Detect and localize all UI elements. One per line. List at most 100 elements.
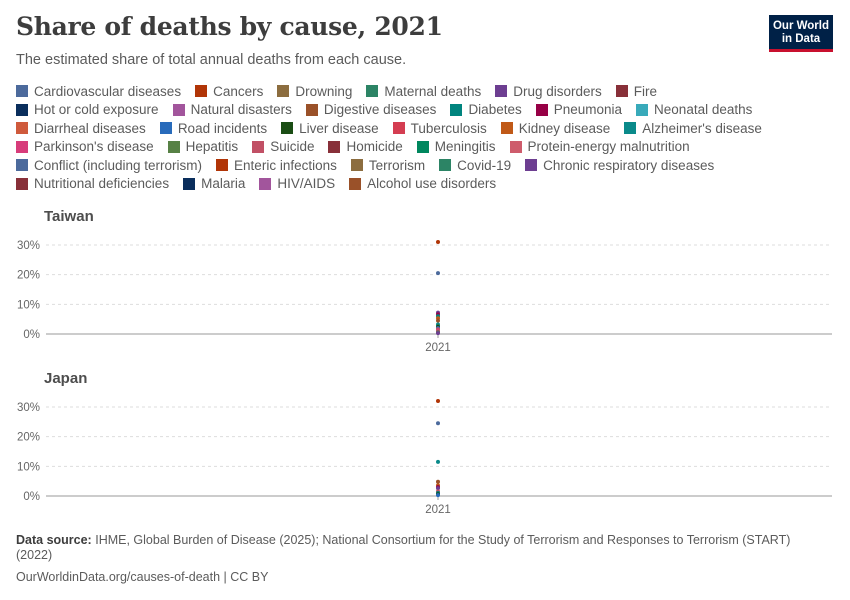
footer-url[interactable]: OurWorldinData.org/causes-of-death | CC … — [16, 570, 269, 584]
legend-label: Conflict (including terrorism) — [34, 157, 203, 173]
legend-label: Suicide — [270, 139, 315, 155]
y-tick-label: 30% — [17, 402, 40, 414]
owid-logo[interactable]: Our World in Data — [769, 15, 833, 52]
legend-item[interactable]: Chronic respiratory diseases — [525, 158, 714, 173]
legend-item[interactable]: Covid-19 — [439, 158, 511, 173]
legend-swatch — [167, 140, 180, 153]
legend-swatch — [439, 159, 452, 172]
legend-label: Homicide — [346, 139, 403, 155]
legend-item[interactable]: Alcohol use disorders — [349, 176, 496, 191]
legend-item[interactable]: Alzheimer's disease — [624, 121, 762, 136]
legend-label: Road incidents — [177, 120, 268, 136]
legend-item[interactable]: Terrorism — [350, 157, 426, 173]
legend-item[interactable]: Tuberculosis — [392, 121, 487, 136]
legend-item[interactable]: Conflict (including terrorism) — [16, 158, 202, 173]
legend-label: Liver disease — [299, 120, 379, 136]
legend-label: Drug disorders — [513, 83, 602, 99]
legend-swatch — [349, 177, 362, 190]
legend-swatch — [636, 103, 649, 116]
legend-row: Hot or cold exposure Natural disasters Dig… — [16, 101, 816, 120]
legend-item[interactable]: Hepatitis — [167, 139, 239, 155]
source-text[interactable]: IHME, Global Burden of Disease (2025); N… — [16, 533, 791, 562]
legend-item[interactable]: Suicide — [252, 139, 314, 154]
legend-item[interactable]: Enteric infections — [216, 158, 337, 173]
legend-label: Terrorism — [368, 157, 426, 173]
legend-label: Neonatal deaths — [654, 102, 753, 118]
legend-item[interactable]: Cardiovascular diseases — [16, 84, 181, 99]
y-tick-label: 20% — [17, 270, 40, 282]
legend-swatch — [195, 85, 208, 98]
legend-label: Diabetes — [468, 102, 522, 118]
legend-item[interactable]: Diarrheal diseases — [16, 121, 146, 136]
legend-item[interactable]: Drug disorders — [495, 84, 602, 99]
legend-swatch — [16, 85, 28, 98]
legend-item[interactable]: Pneumonia — [535, 102, 622, 117]
legend-item[interactable]: Malaria — [183, 176, 245, 191]
legend-item[interactable]: Parkinson's disease — [16, 139, 154, 154]
data-point: Drug disorders — [436, 331, 440, 336]
panel-title: Japan — [44, 370, 87, 387]
y-tick-label: 30% — [17, 240, 40, 252]
legend-item[interactable]: Maternal deaths — [366, 84, 481, 99]
legend-swatch — [281, 122, 294, 135]
legend-item[interactable]: Kidney disease — [500, 121, 610, 136]
legend-swatch — [615, 85, 628, 98]
legend-label: Malaria — [201, 176, 246, 192]
legend-swatch — [525, 159, 538, 172]
legend-item[interactable]: Neonatal deaths — [636, 102, 752, 117]
legend-swatch — [366, 85, 379, 98]
legend-item[interactable]: Natural disasters — [172, 102, 292, 118]
chart-area: Taiwan 0% 10% 20% 30% 2021 Cancers Cardiovascul… — [17, 208, 832, 516]
legend-item[interactable]: Road incidents — [159, 120, 268, 136]
legend-label: Maternal deaths — [384, 83, 482, 99]
legend: Cardiovascular diseases Cancers Drowning Ma… — [16, 82, 816, 193]
legend-label: Natural disasters — [190, 102, 292, 118]
x-tick-label: 2021 — [425, 504, 451, 516]
legend-item[interactable]: Cancers — [195, 84, 263, 99]
y-tick-label: 0% — [23, 491, 40, 503]
legend-label: Nutritional deficiencies — [34, 176, 170, 192]
legend-label: Digestive diseases — [323, 102, 437, 118]
legend-item[interactable]: HIV/AIDS — [259, 176, 335, 191]
data-point: Digestive diseases — [436, 479, 440, 484]
logo-line-1: Our World — [772, 20, 829, 32]
data-point: Chronic respiratory diseases — [436, 486, 440, 491]
legend-label: Alzheimer's disease — [642, 120, 762, 136]
source-label: Data source: — [16, 533, 92, 547]
data-point: Alzheimer's disease — [436, 459, 440, 464]
chart-panel: Taiwan 0% 10% 20% 30% 2021 Cancers Cardiovascul… — [17, 208, 832, 354]
legend-label: HIV/AIDS — [277, 176, 336, 192]
legend-swatch — [500, 122, 513, 135]
legend-label: Meningitis — [434, 139, 496, 155]
legend-item[interactable]: Fire — [615, 84, 657, 99]
legend-swatch — [16, 177, 28, 190]
legend-item[interactable]: Liver disease — [281, 121, 379, 136]
legend-item[interactable]: Homicide — [328, 139, 403, 155]
data-point: Cardiovascular diseases — [436, 421, 440, 426]
legend-swatch — [328, 140, 341, 153]
legend-label: Hepatitis — [185, 139, 239, 155]
legend-item[interactable]: Diabetes — [450, 102, 522, 118]
legend-swatch — [16, 122, 28, 135]
legend-label: Cancers — [213, 83, 264, 99]
legend-swatch — [509, 140, 522, 153]
legend-swatch — [252, 140, 265, 153]
legend-swatch — [16, 140, 28, 153]
legend-item[interactable]: Meningitis — [416, 139, 496, 155]
legend-item[interactable]: Nutritional deficiencies — [16, 176, 169, 191]
legend-item[interactable]: Protein-energy malnutrition — [509, 139, 690, 154]
data-point: Cancers — [436, 240, 440, 244]
legend-swatch — [259, 177, 272, 190]
legend-item[interactable]: Hot or cold exposure — [16, 102, 159, 117]
chart-title: Share of deaths by cause, 2021 — [16, 12, 443, 41]
legend-label: Alcohol use disorders — [367, 176, 497, 192]
legend-swatch — [495, 85, 508, 98]
data-point: Road incidents — [436, 493, 440, 498]
data-point: Digestive diseases — [436, 318, 440, 323]
legend-label: Drowning — [295, 83, 353, 99]
legend-item[interactable]: Drowning — [277, 84, 352, 99]
legend-item[interactable]: Digestive diseases — [305, 102, 437, 118]
legend-swatch — [172, 103, 185, 116]
legend-label: Covid-19 — [457, 157, 512, 173]
legend-row: Nutritional deficiencies Malaria HIV/AIDS A… — [16, 175, 816, 194]
